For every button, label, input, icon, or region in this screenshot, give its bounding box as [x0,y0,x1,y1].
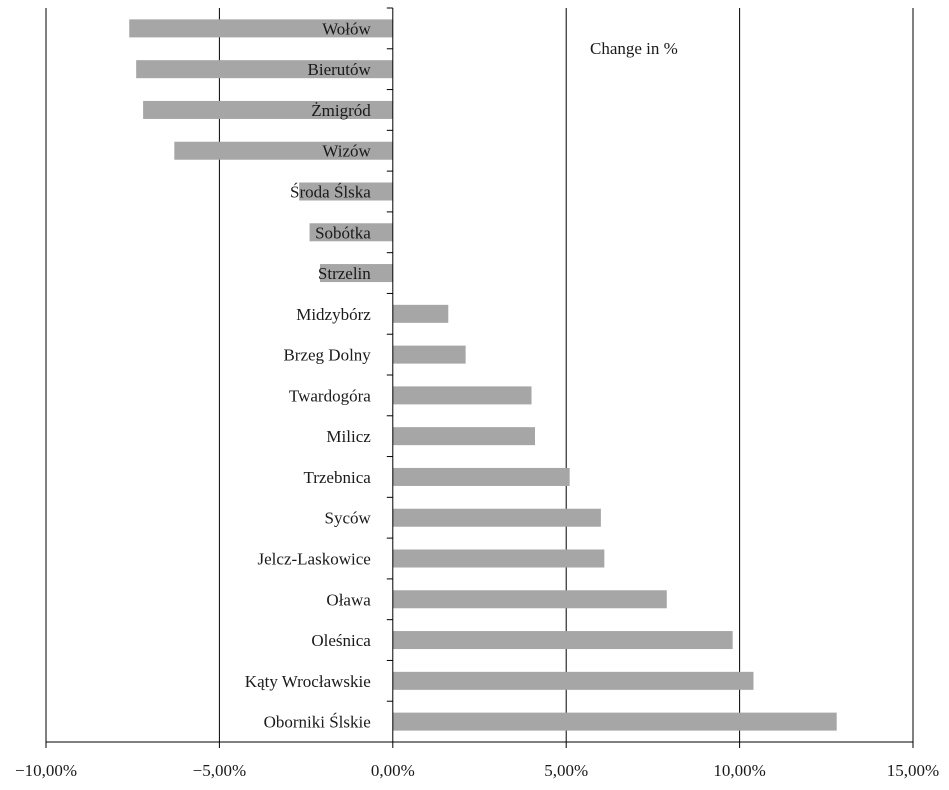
x-tick-label: −10,00% [15,761,77,780]
category-label: Bierutów [308,60,372,79]
category-label: Żmigród [311,101,371,120]
category-label: Wołów [322,19,371,38]
bar [392,467,570,486]
bar [392,671,754,690]
bar [392,345,466,364]
bar [392,590,667,609]
category-label: Oleśnica [311,631,371,650]
x-tick-label: 10,00% [713,761,765,780]
x-tick-label: −5,00% [193,761,247,780]
category-label: Trzebnica [303,468,371,487]
bar [392,508,601,527]
bar [392,427,535,446]
bar [309,223,393,242]
category-label: Jelcz-Laskowice [258,550,371,569]
bar [392,712,837,731]
category-label: Sobótka [315,223,371,242]
category-label: Twardogóra [289,386,371,405]
axis-layer: −10,00% −5,00% 0,00% 5,00% 10,00% 15,00% [15,7,939,780]
bar-layer [129,19,837,731]
category-label: Brzeg Dolny [283,346,371,365]
category-label: Kąty Wrocławskie [245,672,371,691]
bar [129,19,393,38]
label-layer: Wołów Bierutów Żmigród Wizów Środa Ślska Sobó… [245,19,372,731]
chart-annotation: Change in % [590,39,678,58]
bar [299,182,393,201]
category-label: Syców [325,509,372,528]
category-label: Oława [326,590,371,609]
category-label: Oborniki Ślskie [264,713,371,732]
grid-layer [45,8,914,742]
bar [392,549,605,568]
bar [392,386,532,405]
x-tick-label: 15,00% [887,761,939,780]
bar [136,60,393,79]
category-label: Milicz [326,427,371,446]
bar [174,141,393,160]
bar [319,264,393,283]
category-label: Midzybórz [296,305,371,324]
x-tick-label: 0,00% [371,761,415,780]
bar [143,100,393,119]
category-label: Strzelin [318,264,371,283]
bar [392,304,449,323]
category-label: Wizów [322,142,371,161]
category-label: Środa Ślska [290,183,371,202]
bar [392,631,733,650]
x-tick-label: 5,00% [544,761,588,780]
